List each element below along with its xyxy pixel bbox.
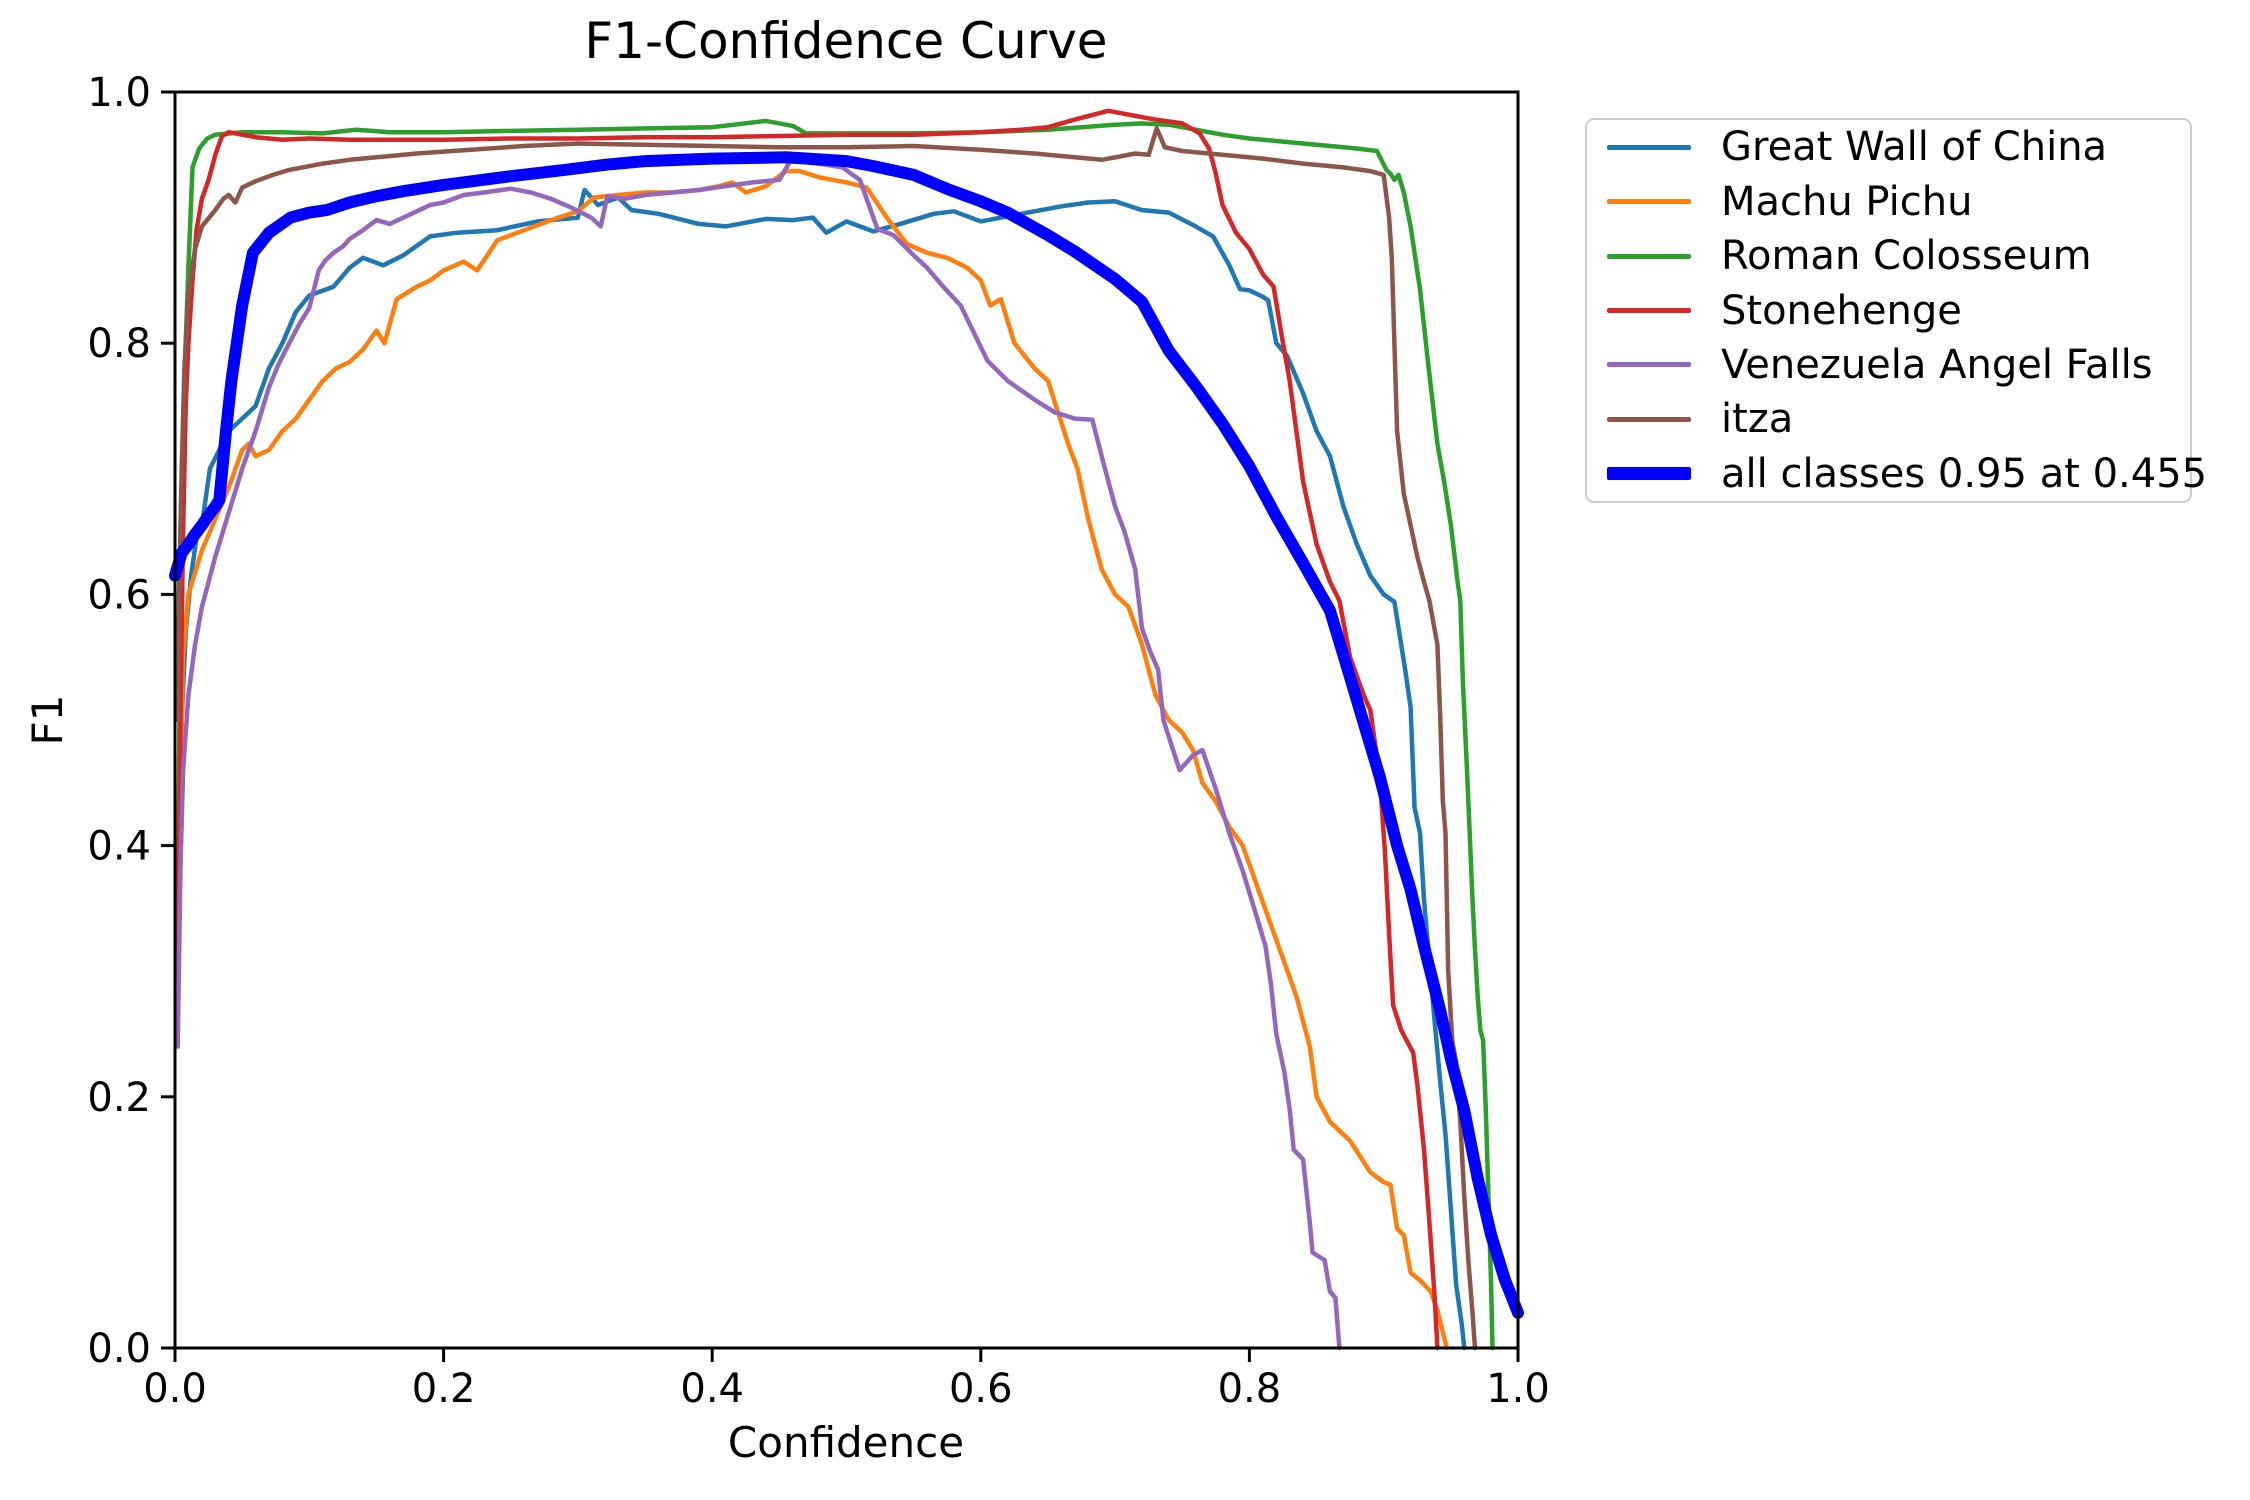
series-lines: [169, 108, 1524, 1351]
axes: 0.0 0.2 0.4 0.6 0.8 1.0 0.0 0.2 0.4 0.6 0.8 1.0: [87, 70, 1549, 1412]
plot-border: [173, 90, 1520, 1350]
y-tick-label: 0.2: [87, 1075, 151, 1121]
series-line-0: [175, 187, 1467, 1351]
y-tick-label: 1.0: [87, 70, 151, 116]
legend-line-sample: [1607, 253, 1691, 259]
legend-label: all classes 0.95 at 0.455: [1721, 450, 2208, 497]
x-axis-label: Confidence: [728, 1418, 964, 1467]
legend-item-5: itza: [1587, 392, 2190, 446]
legend-item-4: Venezuela Angel Falls: [1587, 338, 2190, 392]
legend-label: Great Wall of China: [1721, 124, 2108, 171]
series-line-1: [175, 168, 1450, 1351]
legend-item-6: all classes 0.95 at 0.455: [1587, 447, 2207, 501]
legend-item-1: Machu Pichu: [1587, 175, 2190, 229]
x-tick-label: 0.6: [949, 1366, 1013, 1412]
legend-label: Roman Colosseum: [1721, 233, 2092, 280]
legend-line-sample: [1607, 416, 1691, 422]
series-line-6: [169, 151, 1524, 1319]
legend-label: Machu Pichu: [1721, 178, 1973, 225]
legend-label: Stonehenge: [1721, 287, 1962, 334]
legend-item-0: Great Wall of China: [1587, 120, 2190, 174]
legend-line-sample: [1607, 199, 1691, 205]
x-tick-label: 1.0: [1486, 1366, 1550, 1412]
x-tick-label: 0.8: [1218, 1366, 1282, 1412]
legend: Great Wall of China Machu Pichu Roman Colo…: [1585, 118, 2207, 503]
y-tick-label: 0.0: [87, 1326, 151, 1372]
legend-line-sample: [1607, 362, 1691, 368]
series-line-2: [175, 118, 1495, 1351]
x-tick-label: 0.2: [412, 1366, 476, 1412]
legend-item-3: Stonehenge: [1587, 284, 2190, 338]
legend-line-sample: [1607, 308, 1691, 313]
y-tick-label: 0.4: [87, 824, 151, 870]
y-tick-label: 0.8: [87, 321, 151, 367]
x-tick-label: 0.4: [680, 1366, 744, 1412]
y-axis-label: F1: [23, 695, 72, 746]
legend-label: Venezuela Angel Falls: [1721, 341, 2153, 388]
legend-line-sample: [1607, 467, 1691, 481]
series-line-3: [175, 108, 1440, 1351]
y-tick-label: 0.6: [87, 572, 151, 618]
legend-label: itza: [1721, 396, 1794, 443]
legend-item-2: Roman Colosseum: [1587, 229, 2190, 283]
series-line-5: [175, 126, 1478, 1351]
chart-title: F1-Confidence Curve: [584, 12, 1107, 70]
x-tick-label: 0.0: [143, 1366, 207, 1412]
legend-line-sample: [1607, 144, 1691, 150]
